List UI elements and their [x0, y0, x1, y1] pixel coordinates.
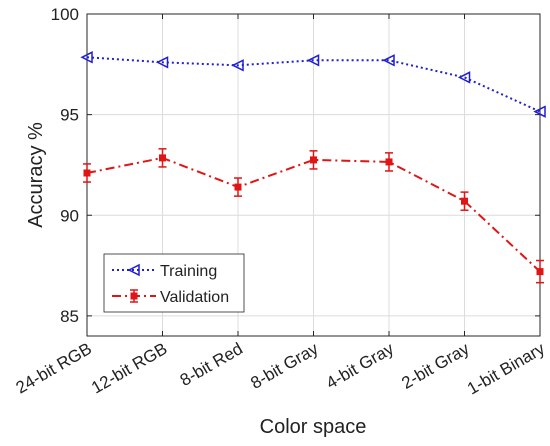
legend-label-training: Training — [160, 263, 217, 280]
data-point — [382, 54, 395, 67]
series-validation — [83, 148, 544, 284]
series-layer — [80, 51, 546, 284]
legend-marker — [127, 263, 140, 277]
data-point — [80, 51, 93, 64]
data-point — [155, 56, 169, 69]
x-tick-label: 2-bit Gray — [398, 339, 473, 393]
y-tick-label: 100 — [51, 5, 79, 24]
y-tick-label: 95 — [60, 106, 79, 125]
data-point — [533, 105, 546, 118]
data-point — [234, 183, 242, 191]
series-training — [80, 51, 546, 118]
x-tick-label: 4-bit Gray — [323, 339, 398, 393]
y-axis-label: Accuracy % — [25, 122, 47, 228]
x-tick-label: 8-bit Red — [177, 339, 246, 390]
legend-entry-training: Training — [112, 263, 217, 280]
data-point — [306, 54, 320, 67]
data-point — [461, 197, 468, 205]
series-line — [86, 56, 541, 113]
data-point — [457, 71, 471, 84]
x-tick-label: 1-bit Binary — [464, 339, 548, 399]
data-point — [310, 156, 317, 164]
data-point — [159, 154, 166, 162]
data-point — [83, 169, 91, 177]
data-point — [536, 268, 544, 276]
y-tick-label: 90 — [60, 206, 79, 225]
y-tick-label: 85 — [60, 307, 79, 326]
x-axis-label: Color space — [260, 416, 367, 438]
data-point — [385, 158, 393, 166]
legend: Training Validation — [103, 253, 245, 313]
data-point — [231, 59, 244, 72]
legend-entry-validation: Validation — [112, 289, 229, 306]
x-tick-label: 8-bit Gray — [247, 339, 322, 393]
x-tick-label: 24-bit RGB — [13, 339, 95, 398]
legend-box — [103, 253, 245, 313]
legend-label-validation: Validation — [160, 289, 229, 306]
x-tick-label: 12-bit RGB — [88, 339, 170, 398]
legend-marker — [130, 292, 138, 300]
